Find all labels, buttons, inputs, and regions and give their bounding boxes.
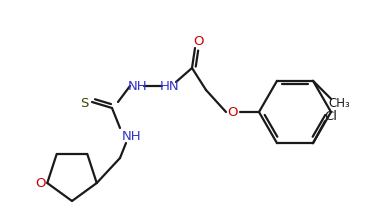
- Text: O: O: [35, 177, 46, 189]
- Text: NH: NH: [122, 129, 142, 143]
- Text: O: O: [193, 34, 203, 48]
- Text: NH: NH: [128, 80, 148, 92]
- Text: HN: HN: [160, 80, 180, 92]
- Text: Cl: Cl: [325, 110, 337, 123]
- Text: CH₃: CH₃: [328, 97, 350, 110]
- Text: O: O: [228, 106, 238, 119]
- Text: S: S: [80, 97, 88, 109]
